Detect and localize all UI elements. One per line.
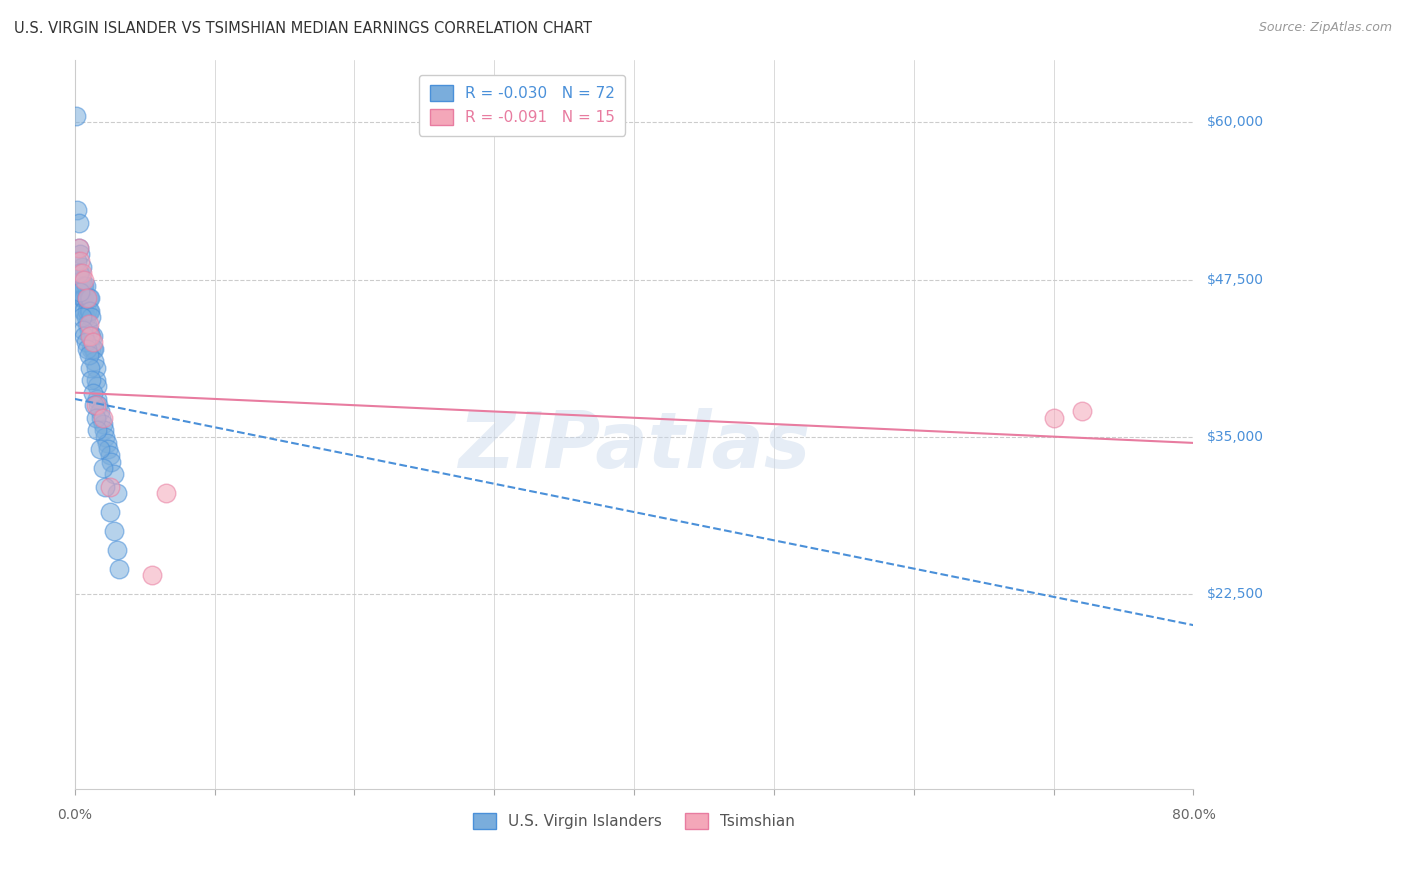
Point	[77, 292, 100, 306]
Point	[72, 323, 94, 337]
Text: $47,500: $47,500	[1208, 273, 1264, 286]
Text: Source: ZipAtlas.com: Source: ZipAtlas.com	[1258, 21, 1392, 34]
Point	[86, 423, 108, 437]
Point	[75, 335, 97, 350]
Point	[100, 455, 122, 469]
Text: $35,000: $35,000	[1208, 430, 1264, 443]
Point	[79, 304, 101, 318]
Point	[76, 317, 98, 331]
Point	[84, 398, 107, 412]
Point	[80, 329, 103, 343]
Point	[91, 410, 114, 425]
Point	[82, 335, 104, 350]
Point	[108, 561, 131, 575]
Text: $60,000: $60,000	[1208, 115, 1264, 129]
Point	[80, 373, 103, 387]
Point	[94, 480, 117, 494]
Point	[67, 241, 90, 255]
Point	[67, 241, 90, 255]
Point	[82, 385, 104, 400]
Point	[83, 398, 105, 412]
Point	[70, 272, 93, 286]
Point	[96, 436, 118, 450]
Point	[72, 278, 94, 293]
Point	[141, 567, 163, 582]
Point	[97, 442, 120, 457]
Point	[155, 486, 177, 500]
Point	[103, 524, 125, 538]
Point	[76, 342, 98, 356]
Point	[76, 304, 98, 318]
Point	[93, 423, 115, 437]
Text: U.S. VIRGIN ISLANDER VS TSIMSHIAN MEDIAN EARNINGS CORRELATION CHART: U.S. VIRGIN ISLANDER VS TSIMSHIAN MEDIAN…	[14, 21, 592, 36]
Point	[69, 253, 91, 268]
Point	[98, 505, 121, 519]
Point	[75, 310, 97, 325]
Legend: U.S. Virgin Islanders, Tsimshian: U.S. Virgin Islanders, Tsimshian	[467, 807, 801, 836]
Point	[72, 304, 94, 318]
Point	[73, 292, 96, 306]
Point	[84, 410, 107, 425]
Point	[65, 109, 87, 123]
Point	[73, 278, 96, 293]
Point	[86, 379, 108, 393]
Point	[77, 323, 100, 337]
Point	[80, 310, 103, 325]
Point	[82, 342, 104, 356]
Point	[80, 342, 103, 356]
Point	[77, 317, 100, 331]
Point	[84, 373, 107, 387]
Point	[87, 398, 110, 412]
Point	[76, 292, 98, 306]
Point	[77, 348, 100, 362]
Text: 0.0%: 0.0%	[58, 808, 93, 822]
Point	[89, 442, 111, 457]
Point	[77, 304, 100, 318]
Point	[90, 410, 112, 425]
Point	[103, 467, 125, 482]
Point	[66, 253, 89, 268]
Point	[72, 292, 94, 306]
Point	[66, 203, 89, 218]
Text: ZIPatlas: ZIPatlas	[458, 408, 810, 484]
Point	[94, 429, 117, 443]
Point	[73, 272, 96, 286]
Point	[79, 292, 101, 306]
Point	[91, 461, 114, 475]
Point	[86, 392, 108, 406]
Point	[75, 292, 97, 306]
Point	[89, 404, 111, 418]
Point	[83, 354, 105, 368]
Text: 80.0%: 80.0%	[1171, 808, 1215, 822]
Point	[1042, 410, 1064, 425]
Point	[70, 292, 93, 306]
Point	[82, 329, 104, 343]
Point	[70, 260, 93, 274]
Point	[73, 329, 96, 343]
Point	[69, 266, 91, 280]
Point	[70, 266, 93, 280]
Point	[69, 247, 91, 261]
Point	[69, 285, 91, 299]
Text: $22,500: $22,500	[1208, 587, 1264, 600]
Point	[73, 304, 96, 318]
Point	[79, 329, 101, 343]
Point	[76, 292, 98, 306]
Point	[105, 486, 128, 500]
Point	[98, 480, 121, 494]
Point	[1070, 404, 1092, 418]
Point	[67, 216, 90, 230]
Point	[105, 542, 128, 557]
Point	[79, 329, 101, 343]
Point	[84, 360, 107, 375]
Point	[70, 310, 93, 325]
Point	[67, 266, 90, 280]
Point	[98, 449, 121, 463]
Point	[79, 360, 101, 375]
Point	[75, 278, 97, 293]
Point	[83, 342, 105, 356]
Point	[91, 417, 114, 431]
